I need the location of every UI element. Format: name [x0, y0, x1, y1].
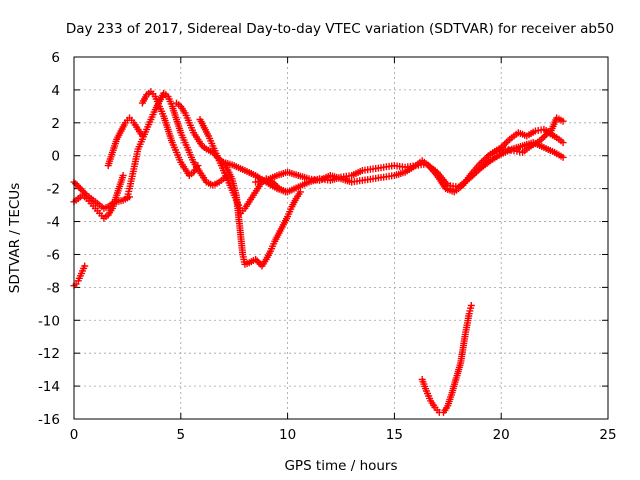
series-markers	[418, 302, 475, 416]
series-markers	[196, 116, 289, 217]
series-early-low-segment	[70, 262, 89, 290]
series-upper-right-branch	[487, 114, 567, 158]
y-tick-label: -16	[38, 412, 60, 428]
y-tick-label: 0	[51, 149, 60, 165]
series-markers	[173, 99, 304, 270]
plot-frame	[73, 56, 609, 420]
y-tick-labels: 6 4 2 0 -2 -4 -6 -8 -10 -12 -14 -16	[38, 50, 60, 428]
y-tick-label: -2	[47, 182, 60, 198]
series-markers	[104, 114, 146, 170]
chart-title: Day 233 of 2017, Sidereal Day-to-day VTE…	[66, 21, 614, 37]
y-axis-label: SDTVAR / TECUs	[7, 183, 23, 293]
x-axis-label: GPS time / hours	[284, 458, 397, 474]
series-markers	[70, 262, 89, 290]
y-tick-label: -14	[38, 379, 60, 395]
series-late-low-arc	[418, 302, 475, 416]
x-tick-label: 0	[70, 427, 79, 443]
y-tick-label: -12	[38, 346, 60, 362]
grid-lines	[74, 57, 608, 419]
series-markers	[487, 114, 567, 158]
x-tick-labels: 0 5 10 15 20 25	[70, 427, 617, 443]
x-tick-label: 15	[386, 427, 403, 443]
series-track-low-arc	[70, 172, 127, 222]
series-bowl-arc	[173, 99, 304, 270]
series-rise-arc-1	[104, 114, 146, 170]
x-tick-label: 25	[599, 427, 616, 443]
series-markers	[70, 172, 127, 222]
series-dip-arc	[196, 116, 289, 217]
y-tick-label: -8	[47, 280, 60, 296]
series-markers	[138, 88, 202, 179]
x-tick-label: 5	[177, 427, 186, 443]
y-tick-label: 2	[51, 116, 60, 132]
y-tick-label: 6	[51, 50, 60, 66]
y-tick-label: 4	[51, 83, 60, 99]
series-rise-arc-2	[123, 89, 230, 201]
x-tick-label: 20	[493, 427, 510, 443]
series-markers	[123, 89, 230, 201]
y-tick-label: -4	[47, 215, 60, 231]
y-tick-label: -10	[38, 313, 60, 329]
data-points	[70, 88, 567, 416]
x-tick-label: 10	[279, 427, 296, 443]
series-peak-arc	[138, 88, 202, 179]
y-tick-label: -6	[47, 247, 60, 263]
